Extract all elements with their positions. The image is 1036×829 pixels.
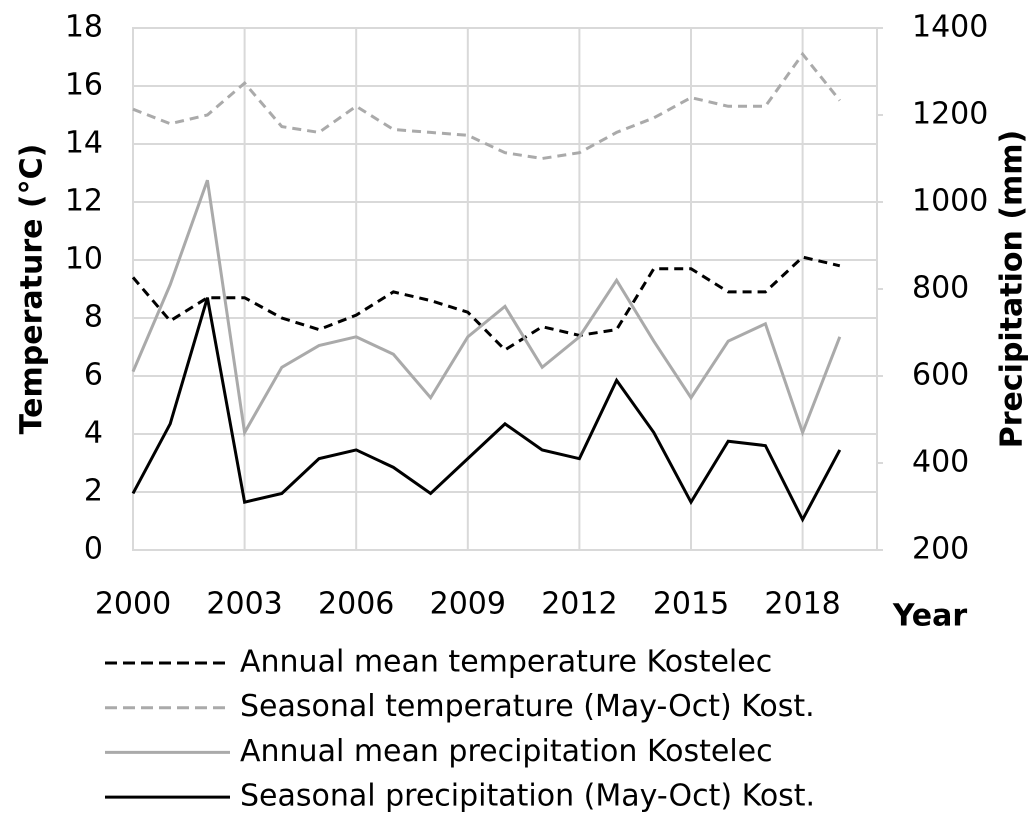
y-tick-label: 14 xyxy=(65,126,103,161)
y-tick-label: 16 xyxy=(65,68,103,103)
y-tick-label: 18 xyxy=(65,10,103,45)
x-tick-label: 2009 xyxy=(430,587,506,622)
y-tick-label: 10 xyxy=(65,242,103,277)
legend-label: Seasonal precipitation (May-Oct) Kost. xyxy=(240,779,815,814)
y2-axis-label: Precipitation (mm) xyxy=(995,130,1030,449)
y-tick-label: 0 xyxy=(84,532,103,567)
legend-label: Annual mean precipitation Kostelec xyxy=(240,734,773,769)
y2-tick-label: 1200 xyxy=(912,97,988,132)
x-tick-label: 2012 xyxy=(541,587,617,622)
y2-tick-label: 200 xyxy=(912,532,969,567)
legend-label: Annual mean temperature Kostelec xyxy=(240,645,772,680)
y2-tick-label: 1400 xyxy=(912,10,988,45)
data-line xyxy=(131,255,841,352)
y-tick-label: 12 xyxy=(65,184,103,219)
y-tick-label: 2 xyxy=(84,474,103,509)
data-line xyxy=(131,297,842,523)
y-axis-label: Temperature (°C) xyxy=(15,144,50,435)
data-line xyxy=(132,51,841,161)
y-tick-label: 8 xyxy=(84,300,103,335)
legend-label: Seasonal temperature (May-Oct) Kost. xyxy=(240,689,815,724)
x-axis-label: Year xyxy=(892,599,968,634)
y2-tick-label: 600 xyxy=(912,358,969,393)
y2-tick-label: 800 xyxy=(912,271,969,306)
x-tick-label: 2006 xyxy=(318,587,394,622)
x-tick-label: 2015 xyxy=(653,587,729,622)
y-tick-label: 4 xyxy=(84,416,103,451)
x-tick-label: 2000 xyxy=(95,587,171,622)
y2-tick-label: 400 xyxy=(912,445,969,480)
x-tick-label: 2018 xyxy=(764,587,840,622)
y-tick-label: 6 xyxy=(84,358,103,393)
y2-tick-label: 1000 xyxy=(912,184,988,219)
x-tick-label: 2003 xyxy=(206,587,282,622)
data-line xyxy=(131,179,842,438)
plot-frame xyxy=(132,27,878,551)
